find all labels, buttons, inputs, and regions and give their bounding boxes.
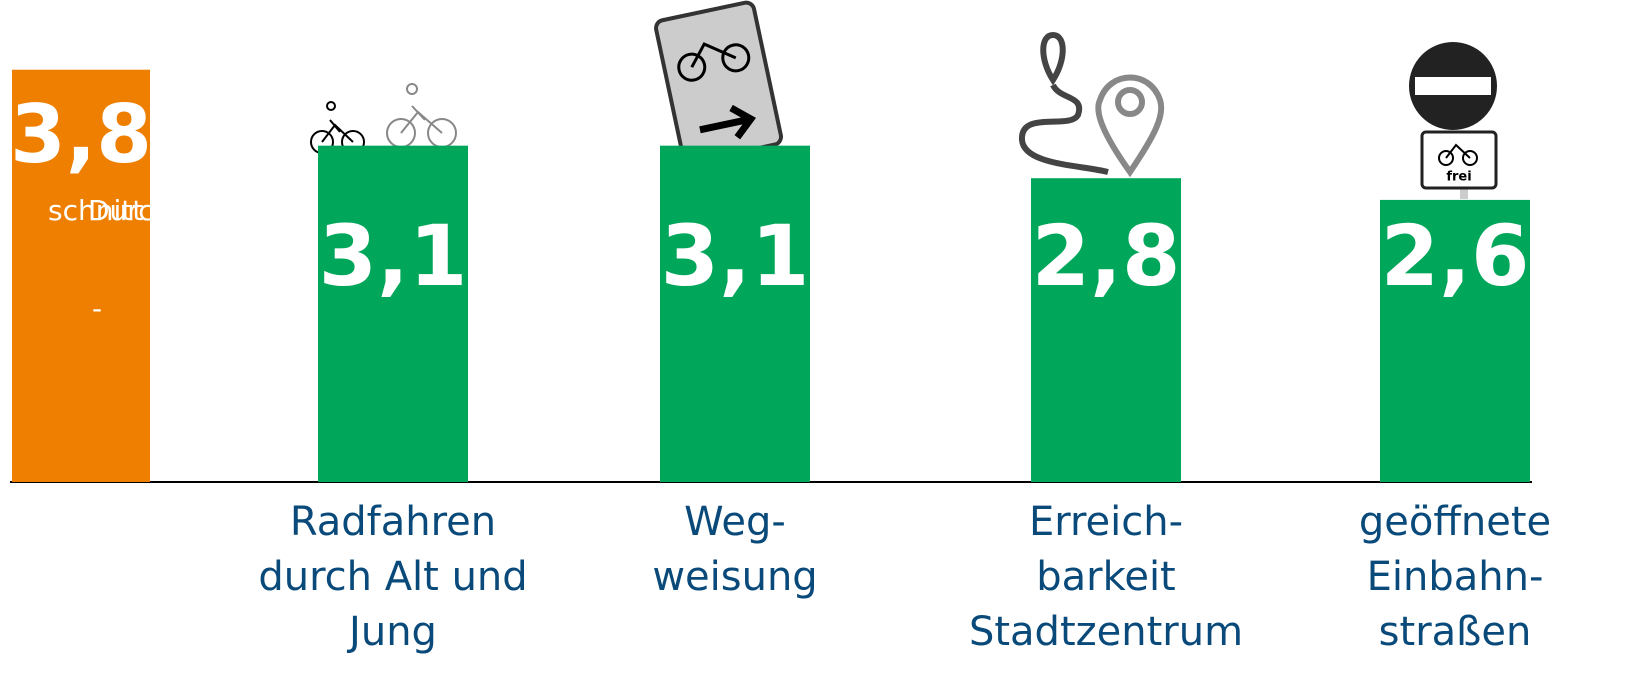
bar (1031, 178, 1181, 482)
bar-group: 3,1 Weg-weisung (652, 145, 818, 600)
bar-group: 3,1 Radfahren durch Alt und Jung (258, 145, 528, 655)
category-label: Weg-weisung (652, 499, 817, 600)
bar-group: 2,6 geöffnete Einbahn-straßen (1359, 199, 1551, 655)
one-way-sign-icon: frei (1409, 42, 1498, 199)
value-label: 2,8 (1032, 207, 1181, 305)
cyclists-icon (310, 83, 457, 154)
category-label: Durchschnitt - (48, 194, 171, 325)
bar-group: 2,8 Erreich-barkeit Stadtzentrum (969, 178, 1243, 655)
bar-group: 3,8 Durchschnitt - (10, 69, 171, 482)
category-label: geöffnete Einbahn-straßen (1359, 499, 1551, 655)
route-icon (1019, 31, 1165, 178)
category-label: Radfahren durch Alt und Jung (258, 499, 527, 655)
bar (1380, 199, 1530, 482)
bar (318, 145, 468, 482)
bar (12, 69, 150, 482)
value-label: 3,1 (661, 207, 810, 305)
sign-text: frei (1446, 170, 1471, 185)
sign-icon (654, 0, 784, 165)
bar (660, 145, 810, 482)
value-label: 3,8 (10, 88, 152, 181)
value-label: 2,6 (1381, 207, 1530, 305)
category-label: Erreich-barkeit Stadtzentrum (969, 499, 1243, 655)
value-label: 3,1 (319, 207, 468, 305)
